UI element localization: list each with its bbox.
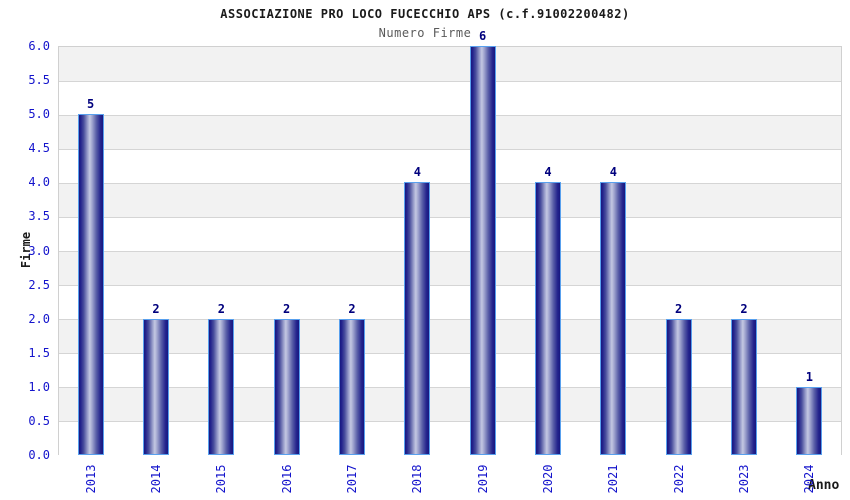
bar-2018 [404,182,431,455]
plot-band [59,353,841,388]
y-tick-label: 2.0 [28,311,50,326]
y-tick-label: 5.0 [28,107,50,122]
bar-value-label: 2 [675,301,683,316]
plot-band [59,319,841,354]
bar-value-label: 4 [544,165,552,180]
y-tick-label: 0.0 [28,448,50,462]
bar-value-label: 2 [283,301,291,316]
gridline [59,421,841,423]
chart-subtitle: Numero Firme [378,26,472,40]
gridline [59,251,841,252]
bar-value-label: 2 [152,301,160,316]
y-tick-label: 6.0 [28,39,50,53]
gridline [59,182,841,184]
x-tick-label: 2018 [410,464,425,494]
bar-value-label: 2 [740,301,748,316]
x-tick-label: 2022 [671,464,686,494]
x-tick-label: 2016 [279,464,294,494]
x-axis-title: Anno [808,478,840,493]
y-tick-label: 4.0 [28,175,50,190]
bar-2017 [339,318,365,455]
bar-2013 [77,114,104,455]
bar-2023 [731,318,757,455]
bar-2014 [143,318,169,455]
plot-band [59,149,841,184]
y-tick-label: 4.5 [28,141,50,156]
x-tick-label: 2019 [475,464,490,494]
y-tick-label: 2.5 [28,277,50,292]
gridline [59,285,841,287]
plot-band [59,251,841,286]
x-tick-label: 2014 [149,464,163,494]
y-tick-label: 3.5 [28,209,50,224]
bar-value-label: 4 [413,165,421,180]
x-tick-label: 2017 [345,464,359,494]
bar-2016 [273,318,300,455]
x-tick-label: 2021 [606,464,621,494]
bar-value-label: 5 [87,97,95,112]
y-tick-label: 1.5 [28,345,50,360]
bar-value-label: 4 [609,165,617,180]
gridline [59,353,841,355]
bar-2024 [796,386,823,455]
plot-band [59,387,841,422]
x-tick-label: 2013 [83,464,98,494]
gridline [59,387,841,389]
plot-band [59,217,841,252]
bar-value-label: 2 [348,301,356,316]
bar-2022 [665,318,692,455]
x-tick-label: 2020 [541,464,555,494]
bar-value-label: 6 [479,29,487,43]
gridline [59,148,841,150]
plot-band [59,183,841,218]
plot-area [58,46,842,456]
x-tick-label: 2024 [802,464,817,494]
gridline [59,80,841,82]
bar-2015 [208,318,235,455]
bar-value-label: 1 [805,369,813,384]
plot-band [59,81,841,116]
bar-2021 [600,182,627,455]
y-tick-label: 0.5 [28,413,50,428]
chart-title: ASSOCIAZIONE PRO LOCO FUCECCHIO APS (c.f… [220,7,630,21]
plot-band [59,47,841,82]
bar-2020 [535,182,561,455]
bar-value-label: 2 [217,301,225,316]
x-tick-label: 2015 [214,464,229,494]
gridline [59,114,841,116]
y-tick-label: 5.5 [28,73,50,88]
plot-band [59,115,841,150]
plot-band [59,421,841,456]
y-tick-label: 1.0 [28,379,50,394]
gridline [59,319,841,321]
x-tick-label: 2023 [737,464,751,494]
gridline [59,216,841,218]
plot-band [59,285,841,320]
bar-2019 [469,46,496,455]
y-tick-label: 3.0 [28,243,50,258]
